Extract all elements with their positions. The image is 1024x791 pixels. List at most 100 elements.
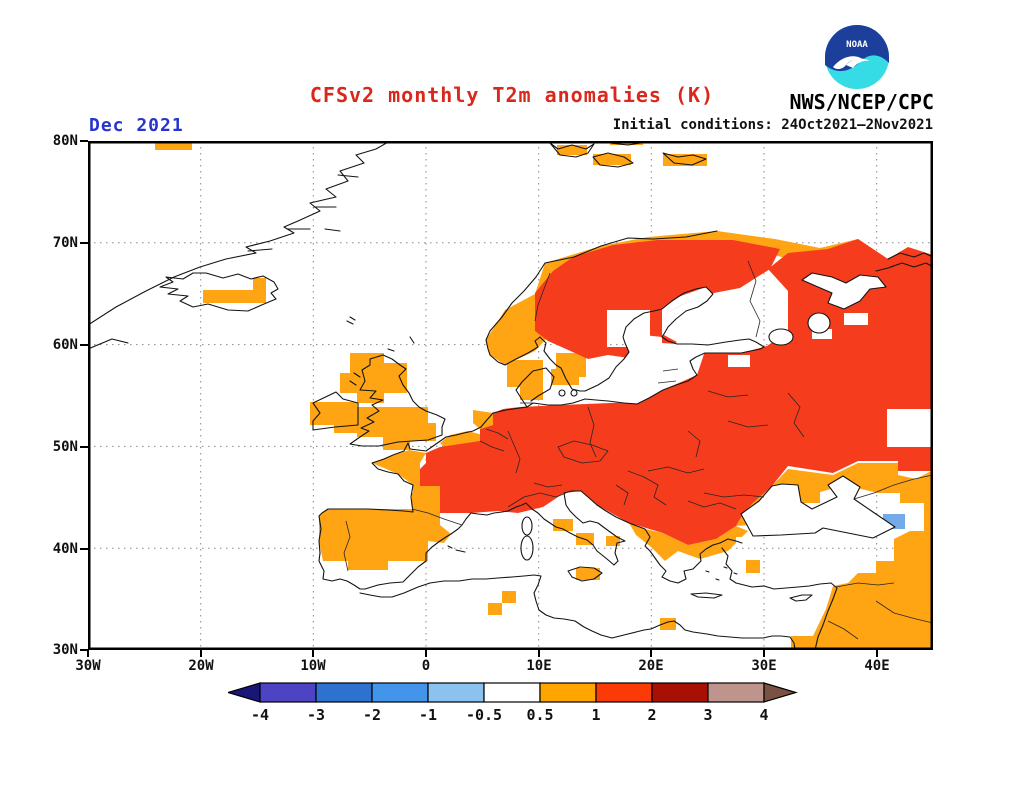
coast-faroe — [346, 316, 356, 325]
lat-label-30n: 30N — [52, 642, 78, 658]
lon-tick-20w — [200, 650, 202, 657]
orange-iceland-patch — [203, 278, 266, 303]
lon-label-10w: 10W — [300, 658, 326, 674]
colorbar-seg-neg3 — [315, 682, 373, 703]
orange-romania-east — [736, 463, 916, 526]
mask-marmara — [736, 537, 760, 545]
colorbar-seg-pos2 — [651, 682, 709, 703]
lat-label-80n: 80N — [52, 133, 78, 149]
coast-aegean-isles — [705, 566, 738, 581]
border-tr-sy — [835, 582, 895, 588]
colorbar-seg-pos1 — [595, 682, 653, 703]
lat-tick-30n — [80, 649, 88, 651]
coast-ladoga — [768, 328, 794, 346]
colorbar-label-neg05: -0.5 — [466, 706, 502, 724]
coast-crete — [690, 592, 723, 599]
anomaly-region-plus1to2 — [420, 239, 933, 545]
orange-balkan-fringe — [629, 523, 748, 561]
orange-netherlands-coast — [473, 410, 493, 429]
lat-tick-60n — [80, 344, 88, 346]
lon-label-40e: 40E — [864, 658, 890, 674]
mask-north-bothnia — [662, 287, 712, 337]
coast-greenland — [88, 141, 391, 326]
mask-caspian-steppe — [887, 409, 933, 447]
coast-turkey-levant — [721, 547, 838, 650]
border-benelux — [479, 428, 509, 452]
colorbar-label-pos1: 1 — [591, 706, 600, 724]
coast-barents — [875, 252, 933, 272]
coast-gulf-finland-north — [676, 338, 765, 350]
colorbar-label-pos3: 3 — [703, 706, 712, 724]
orange-north-africa-cells — [488, 591, 676, 630]
noaa-logo: NOAA — [825, 25, 889, 89]
border-rs-bg — [687, 500, 737, 510]
coast-cyprus — [789, 594, 813, 602]
red-main-europe — [420, 239, 933, 545]
lon-label-10e: 10E — [526, 658, 552, 674]
sea-masks — [572, 273, 933, 545]
border-fr-de — [507, 430, 521, 474]
border-cz-sk — [557, 440, 609, 464]
lon-label-20e: 20E — [638, 658, 664, 674]
border-de-pl — [587, 406, 597, 458]
orange-denmark — [507, 360, 543, 400]
coast-ireland — [312, 391, 359, 431]
coast-adriatic-greece — [580, 490, 743, 584]
border-alps — [507, 492, 567, 508]
colorbar-seg-neg1 — [427, 682, 485, 703]
colorbar-label-neg4: -4 — [251, 706, 269, 724]
mask-ne-cells — [812, 313, 868, 339]
coast-baltics — [526, 348, 761, 408]
mask-black-sea — [741, 476, 895, 538]
noaa-logo-text: NOAA — [846, 40, 868, 50]
coast-iceland — [159, 272, 279, 312]
border-pt-es — [343, 520, 351, 572]
border-no-se — [534, 272, 551, 322]
coast-onega — [807, 312, 831, 334]
mask-baltic-sea — [572, 334, 764, 404]
lon-label-30e: 30E — [751, 658, 777, 674]
coast-greenland-fjords — [247, 174, 359, 252]
colorbar-label-neg3: -3 — [307, 706, 325, 724]
border-jordan — [827, 620, 859, 640]
lon-tick-0 — [425, 650, 427, 657]
colorbar-label-neg1: -1 — [419, 706, 437, 724]
border-by-ua — [727, 420, 769, 428]
noaa-logo-sky — [825, 25, 889, 72]
colorbar-seg-neg2 — [371, 682, 429, 703]
lon-tick-30w — [87, 650, 89, 657]
coast-denmark — [515, 367, 555, 408]
graticule — [88, 141, 933, 650]
orange-iberia — [319, 493, 451, 570]
coast-balearics — [447, 545, 466, 553]
colorbar-label-neg2: -2 — [363, 706, 381, 724]
colorbar-seg-neg4 — [259, 682, 317, 703]
border-ch-at — [533, 482, 563, 488]
coast-black-sea — [740, 475, 896, 539]
colorbar-seg-pos05 — [539, 682, 597, 703]
border-balkans-1 — [627, 470, 667, 506]
lat-tick-80n — [80, 140, 88, 142]
orange-sw-sweden-cell — [556, 353, 586, 377]
coast-danish-isle-2 — [570, 389, 578, 397]
colorbar-seg-neutral — [483, 682, 541, 703]
colorbar-arrow-right — [763, 682, 798, 703]
forecast-month-label: Dec 2021 — [89, 115, 184, 136]
orange-crimea-cell — [796, 491, 820, 503]
border-pl-ua — [687, 430, 701, 458]
lon-label-30w: 30W — [75, 658, 101, 674]
orange-ireland — [310, 402, 357, 433]
border-fi-ru — [747, 260, 761, 338]
coastlines — [88, 141, 933, 650]
noaa-logo-gull-icon — [833, 56, 864, 70]
coast-norway-sweden — [485, 230, 718, 392]
anomaly-map — [88, 141, 933, 650]
colorbar-seg-pos3 — [707, 682, 765, 703]
coast-sicily — [567, 566, 603, 582]
map-frame — [88, 141, 933, 650]
orange-scotland — [340, 353, 407, 403]
lat-label-70n: 70N — [52, 235, 78, 251]
coast-spain-med-italy — [364, 490, 626, 590]
orange-italy-cells — [553, 519, 620, 580]
